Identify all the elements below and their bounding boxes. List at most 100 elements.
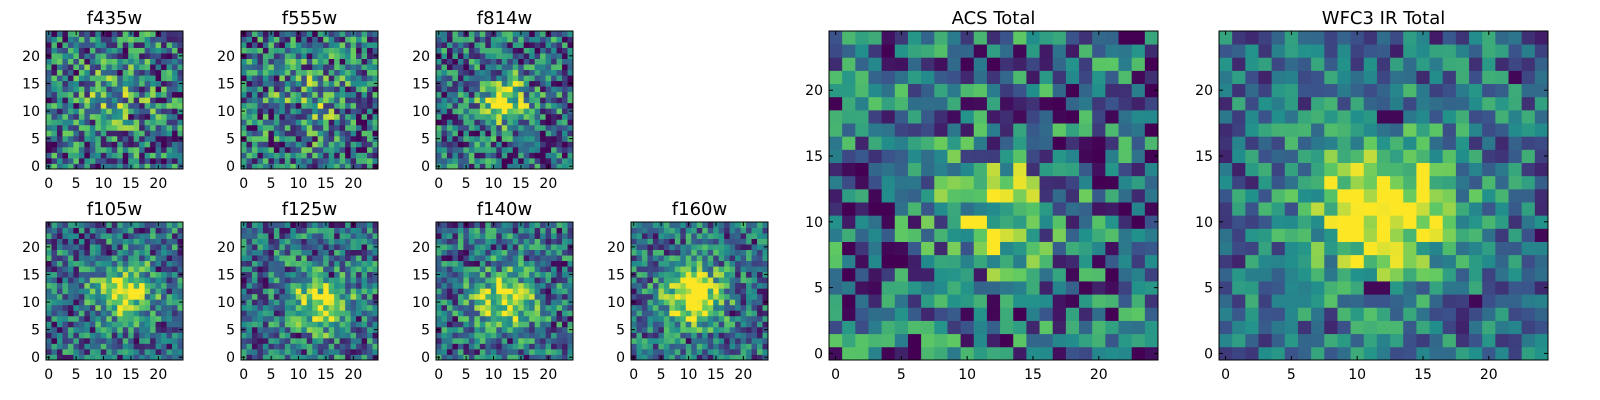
- heatmap-cell: [680, 249, 687, 256]
- heatmap-cell: [111, 141, 118, 148]
- heatmap-cell: [150, 157, 156, 164]
- heatmap-cell: [251, 102, 258, 109]
- heatmap-cell: [62, 326, 69, 333]
- heatmap-cell: [556, 354, 563, 361]
- heatmap-cell: [518, 91, 525, 98]
- y-tick-label: 5: [616, 323, 625, 339]
- heatmap-cell: [507, 124, 514, 131]
- heatmap-cell: [894, 281, 909, 295]
- heatmap-cell: [647, 282, 654, 289]
- heatmap-cell: [339, 119, 346, 126]
- heatmap-cell: [51, 152, 58, 159]
- heatmap-cell: [562, 354, 568, 361]
- heatmap-cell: [567, 227, 574, 234]
- heatmap-cell: [881, 162, 896, 177]
- heatmap-cell: [295, 157, 302, 164]
- heatmap-cell: [295, 277, 302, 284]
- heatmap-cell: [501, 244, 508, 250]
- heatmap-cell: [468, 80, 475, 87]
- heatmap-cell: [317, 321, 324, 328]
- heatmap-cell: [479, 233, 486, 239]
- heatmap-cell: [106, 321, 113, 328]
- heatmap-cell: [540, 233, 546, 239]
- heatmap-cell: [62, 249, 69, 256]
- heatmap-cell: [674, 282, 681, 289]
- heatmap-cell: [246, 238, 253, 245]
- heatmap-cell: [551, 315, 557, 322]
- heatmap-cell: [496, 321, 503, 328]
- heatmap-cell: [729, 293, 736, 300]
- heatmap-cell: [1131, 294, 1146, 308]
- heatmap-cell: [51, 310, 58, 317]
- heatmap-cell: [556, 271, 563, 278]
- heatmap-cell: [122, 163, 129, 170]
- heatmap-cell: [507, 108, 514, 115]
- heatmap-cell: [468, 337, 475, 344]
- heatmap-cell: [452, 326, 459, 333]
- heatmap-cell: [441, 321, 448, 328]
- heatmap-cell: [161, 58, 167, 65]
- heatmap-cell: [301, 36, 308, 43]
- heatmap-cell: [279, 260, 286, 267]
- heatmap-cell: [463, 53, 470, 59]
- heatmap-cell: [89, 271, 96, 278]
- heatmap-cell: [446, 135, 453, 142]
- heatmap-cell: [534, 249, 541, 256]
- heatmap-cell: [78, 124, 85, 131]
- heatmap-cell: [545, 75, 552, 82]
- heatmap-cell: [468, 227, 475, 234]
- heatmap-cell: [251, 222, 258, 228]
- heatmap-cell: [73, 321, 80, 328]
- heatmap-cell: [474, 69, 481, 76]
- heatmap-cell: [56, 315, 63, 322]
- heatmap-cell: [735, 244, 741, 250]
- heatmap-cell: [155, 277, 162, 284]
- heatmap-cell: [161, 163, 167, 170]
- heatmap-cell: [669, 354, 676, 361]
- heatmap-cell: [301, 321, 308, 328]
- heatmap-cell: [751, 310, 758, 317]
- heatmap-cell: [339, 321, 346, 328]
- heatmap-cell: [960, 162, 975, 177]
- heatmap-cell: [317, 348, 324, 355]
- heatmap-cell: [144, 31, 151, 37]
- heatmap-cell: [452, 58, 459, 65]
- heatmap-cell: [306, 47, 313, 54]
- heatmap-cell: [855, 307, 869, 321]
- heatmap-cell: [133, 238, 140, 245]
- heatmap-cell: [501, 130, 508, 137]
- heatmap-cell: [128, 299, 135, 306]
- heatmap-cell: [691, 310, 698, 317]
- heatmap-cell: [62, 163, 69, 170]
- heatmap-cell: [663, 255, 670, 262]
- heatmap-cell: [490, 113, 497, 120]
- heatmap-cell: [323, 53, 330, 59]
- heatmap-cell: [46, 315, 52, 322]
- heatmap-cell: [268, 130, 275, 137]
- heatmap-cell: [457, 91, 464, 98]
- heatmap-cell: [117, 293, 124, 300]
- heatmap-cell: [106, 152, 113, 159]
- heatmap-cell: [144, 321, 151, 328]
- heatmap-cell: [562, 255, 568, 262]
- heatmap-cell: [172, 119, 178, 126]
- heatmap-cell: [84, 304, 91, 311]
- heatmap-cell: [441, 227, 448, 234]
- heatmap-cell: [674, 233, 681, 239]
- heatmap-cell: [139, 135, 146, 142]
- heatmap-cell: [150, 146, 156, 153]
- heatmap-cell: [46, 97, 52, 104]
- heatmap-cell: [1065, 346, 1080, 361]
- heatmap-cell: [713, 255, 720, 262]
- heatmap-cell: [161, 288, 167, 295]
- heatmap-cell: [540, 157, 546, 164]
- heatmap-cell: [106, 293, 113, 300]
- heatmap-cell: [117, 326, 124, 333]
- heatmap-cell: [518, 58, 525, 65]
- heatmap-cell: [757, 304, 763, 311]
- heatmap-cell: [446, 244, 453, 250]
- heatmap-cell: [317, 124, 324, 131]
- heatmap-cell: [501, 86, 508, 93]
- heatmap-cell: [718, 299, 725, 306]
- heatmap-cell: [95, 157, 102, 164]
